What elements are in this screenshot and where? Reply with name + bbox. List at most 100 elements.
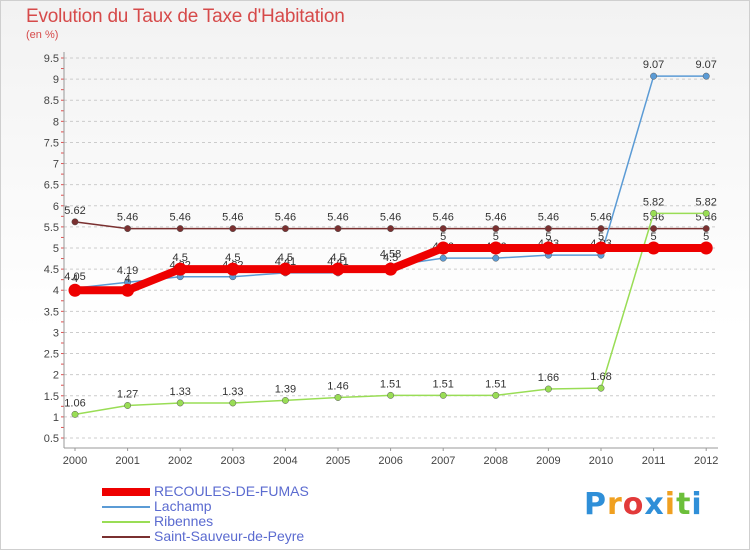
data-label: 4.05 [64,271,85,283]
data-point [492,225,500,233]
data-point [278,262,292,276]
x-tick-label: 2008 [484,455,508,467]
data-label: 5.62 [64,205,85,217]
series-layer: 5.62 5.46 5.46 5.46 5.46 5.46 5.46 5.46 5.46 5.46… [64,59,717,418]
data-point [594,241,608,255]
data-point [439,391,447,399]
data-label: 4.5 [278,252,293,264]
legend-swatch [102,536,150,538]
series-recoules-de-fumas: 4 4 4.5 4.5 4.5 4.5 4.5 5 5 5 5 5 5 [68,231,713,297]
logo-letter: o [622,487,645,522]
data-label: 5 [440,231,446,243]
data-label: 1.46 [327,380,348,392]
data-label: 5.46 [695,212,716,224]
data-label: 4.58 [380,249,401,261]
y-tick-label: 2.5 [44,349,59,361]
y-tick-label: 6 [53,201,59,213]
data-label: 1.66 [538,372,559,384]
x-tick-label: 2001 [115,455,139,467]
data-label: 9.07 [643,59,664,71]
data-label: 5.46 [380,212,401,224]
data-label: 1.68 [590,371,611,383]
y-tick-label: 7 [53,159,59,171]
x-tick-label: 2000 [63,455,87,467]
data-label: 5.46 [327,212,348,224]
x-tick-labels: 2000 2001 2002 2003 2004 2005 2006 2007 2008 2009… [63,455,719,467]
data-point [124,402,132,409]
data-point [124,225,132,233]
y-tick-label: 8.5 [44,95,59,107]
proxiti-logo: Proxiti [584,487,703,522]
data-point [176,399,184,407]
x-tick-label: 2003 [221,455,245,467]
data-point [439,254,447,262]
x-tick-label: 2007 [431,455,455,467]
data-label: 5 [493,231,499,243]
y-tick-labels: 0.5 1 1.5 2 2.5 3 3.5 4 4.5 5 5.5 6 6.5 7 7.5 8 8.5 9 9.5 [44,53,59,445]
data-point [281,396,289,404]
logo-letter: i [664,487,677,522]
data-point [650,72,658,80]
data-point [387,391,395,399]
data-point [436,241,450,255]
y-tick-label: 1 [53,412,59,424]
data-point [544,385,552,393]
data-label: 1.33 [222,386,243,398]
x-tick-label: 2011 [642,455,666,467]
data-point [699,241,713,255]
data-point [702,225,710,233]
data-label: 4.19 [117,265,138,277]
data-label: 9.07 [695,59,716,71]
legend-label: Saint-Sauveur-de-Peyre [154,528,305,544]
y-tick-label: 4 [53,285,59,297]
logo-letter: P [584,487,607,522]
data-point [492,254,500,262]
legend-swatch [102,506,150,508]
data-label: 1.51 [432,378,453,390]
data-point [176,225,184,233]
data-point [597,225,605,233]
data-label: 1.27 [117,388,138,400]
data-label: 4.41 [327,256,348,268]
data-point [387,225,395,233]
y-tick-label: 9 [53,74,59,86]
data-label: 5.46 [432,212,453,224]
logo-letter: i [691,487,703,522]
data-point [281,225,289,233]
data-label: 5.82 [643,196,664,208]
data-point [121,283,135,297]
data-point [647,241,661,255]
x-tick-label: 2002 [168,455,192,467]
data-point [229,399,237,407]
legend-swatch [102,521,150,523]
data-label: 5 [703,231,709,243]
data-label: 5.46 [222,212,243,224]
x-tick-label: 2012 [694,455,718,467]
data-point [650,209,658,217]
data-label: 5 [651,231,657,243]
data-point [544,225,552,233]
y-tick-label: 5.5 [44,222,59,234]
axes [61,52,718,451]
data-point [331,262,345,276]
data-point [702,72,710,80]
data-point [597,384,605,392]
data-label: 5.46 [275,212,296,224]
data-label: 5.46 [117,212,138,224]
data-point [702,209,710,217]
data-label: 1.33 [169,386,190,398]
x-tick-label: 2004 [273,455,297,467]
y-tick-label: 1.5 [44,391,59,403]
data-label: 5.46 [538,212,559,224]
data-point [334,225,342,233]
data-label: 5 [598,231,604,243]
series-saint-sauveur-de-peyre: 5.62 5.46 5.46 5.46 5.46 5.46 5.46 5.46 5.46 5.46… [64,205,717,233]
data-label: 5.46 [169,212,190,224]
logo-letter: x [644,487,665,522]
data-label: 1.51 [380,378,401,390]
data-label: 1.06 [64,397,85,409]
y-tick-label: 6.5 [44,180,59,192]
x-tick-label: 2006 [378,455,402,467]
